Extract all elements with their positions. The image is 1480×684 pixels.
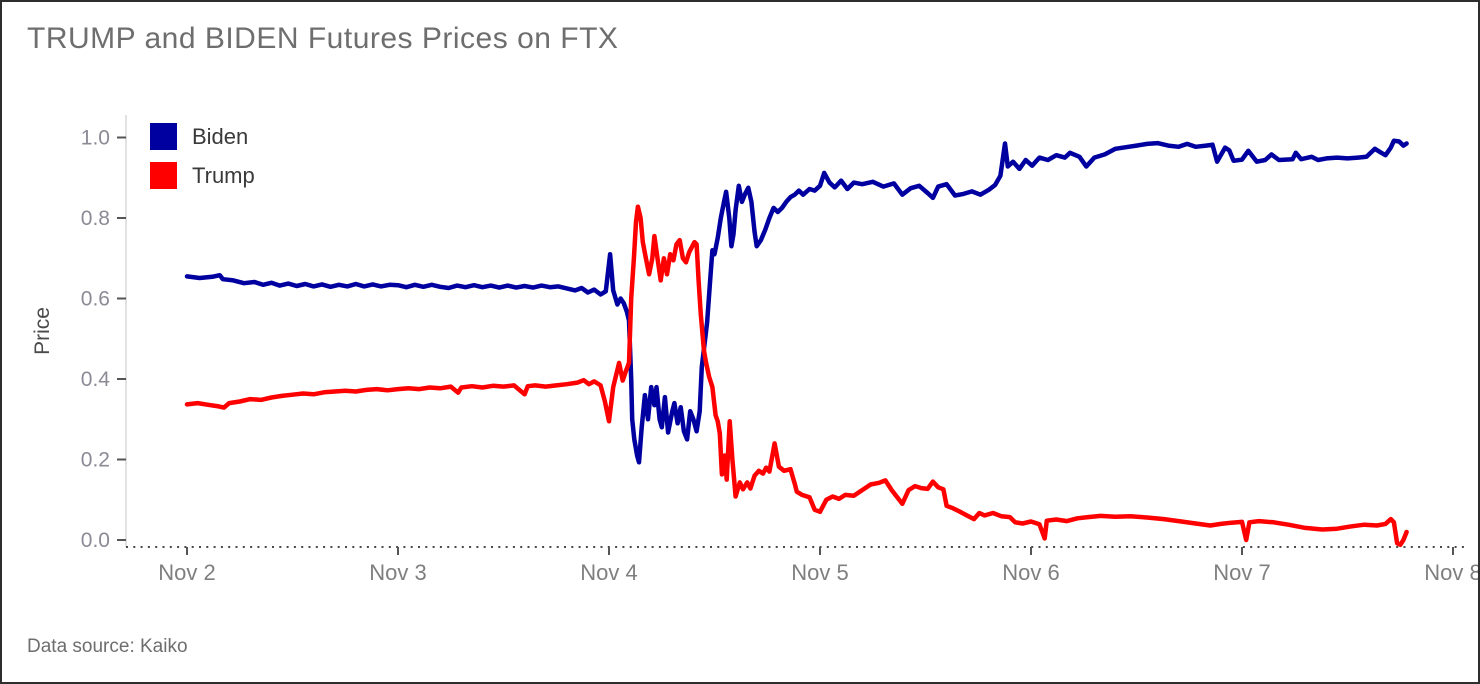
y-tick-label: 0.4: [81, 368, 111, 391]
x-tick-label: Nov 4: [580, 560, 637, 585]
trump-color-swatch: [150, 162, 177, 189]
y-tick-label: 0.6: [81, 288, 110, 311]
biden-price-line: [184, 138, 1409, 465]
y-tick-label: 0.8: [81, 207, 110, 230]
legend-label-trump: Trump: [192, 163, 255, 188]
chart-title: TRUMP and BIDEN Futures Prices on FTX: [27, 22, 619, 55]
x-tick-label: Nov 6: [1002, 560, 1059, 585]
x-tick-label: Nov 5: [791, 560, 848, 585]
data-source-note: Data source: Kaiko: [27, 636, 188, 657]
trump-price-line: [184, 204, 1409, 548]
biden-color-swatch: [150, 123, 177, 150]
legend-item-biden: Biden: [150, 123, 255, 150]
x-tick-label: Nov 8: [1424, 560, 1480, 585]
x-tick-label: Nov 2: [158, 560, 215, 585]
x-tick-label: Nov 7: [1213, 560, 1270, 585]
legend: Biden Trump: [150, 123, 255, 201]
legend-label-biden: Biden: [192, 124, 249, 149]
y-tick-label: 0.2: [81, 449, 110, 472]
y-tick-label: 1.0: [81, 127, 110, 150]
y-axis-title: Price: [31, 307, 54, 355]
legend-item-trump: Trump: [150, 162, 255, 189]
y-tick-label: 0.0: [81, 529, 110, 552]
x-tick-label: Nov 3: [369, 560, 426, 585]
